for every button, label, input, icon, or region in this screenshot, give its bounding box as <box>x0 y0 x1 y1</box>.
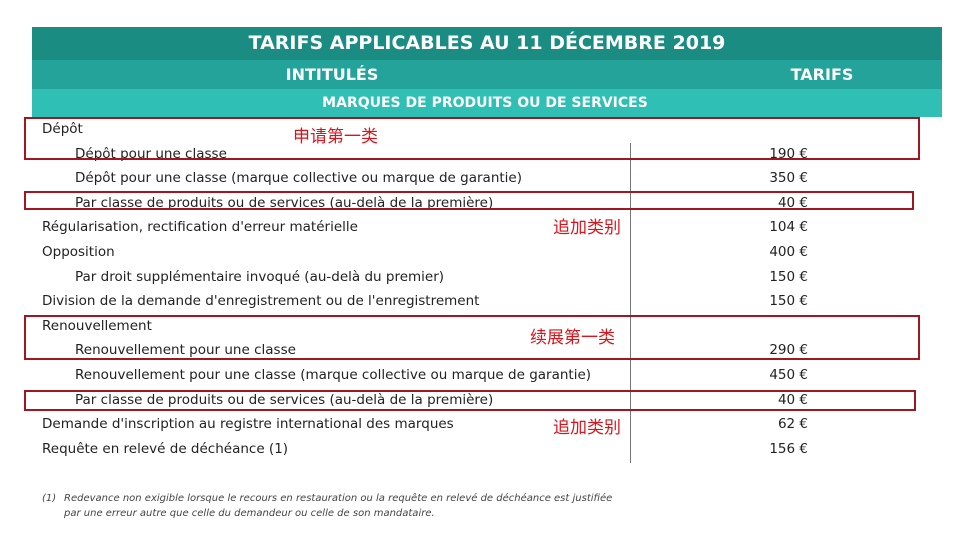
table-row: Opposition 400 € <box>42 240 812 264</box>
highlight-box-renewal <box>24 315 920 360</box>
row-label: Par classe de produits ou de services (a… <box>75 194 494 211</box>
row-tarif: 450 € <box>769 367 808 383</box>
row-tarif: 400 € <box>769 244 808 260</box>
table-row: Par classe de produits ou de services (a… <box>42 191 812 215</box>
row-label: Dépôt <box>42 121 83 137</box>
row-label: Requête en relevé de déchéance (1) <box>42 440 289 457</box>
row-tarif: 104 € <box>769 219 808 236</box>
row-label: Régularisation, rectification d'erreur m… <box>42 219 358 236</box>
annotation-first-class-renewal: 续展第一类 <box>530 328 615 348</box>
column-header-tarifs: TARIFS <box>790 65 854 84</box>
table-row: Régularisation, rectification d'erreur m… <box>42 215 812 239</box>
row-tarif: 350 € <box>769 170 808 187</box>
highlight-box-renewal-extra-class <box>24 390 916 411</box>
row-tarif: 150 € <box>769 268 808 285</box>
column-divider <box>630 143 631 463</box>
footnote-text: Redevance non exigible lorsque le recour… <box>64 493 613 519</box>
row-tarif: 156 € <box>769 440 808 457</box>
annotation-extra-class-renewal: 追加类别 <box>553 418 621 438</box>
row-label: Par classe de produits ou de services (a… <box>75 391 494 408</box>
annotation-extra-class: 追加类别 <box>553 218 621 238</box>
row-label: Opposition <box>42 244 115 260</box>
row-tarif: 40 € <box>777 391 808 408</box>
row-label: Dépôt pour une classe (marque collective… <box>75 170 522 187</box>
table-title: TARIFS APPLICABLES AU 11 DÉCEMBRE 2019 <box>32 27 942 60</box>
row-tarif: 290 € <box>769 342 808 359</box>
table-row: Renouvellement pour une classe (marque c… <box>42 363 812 387</box>
table-row: Renouvellement pour une classe 290 € <box>42 338 812 362</box>
column-header-row: INTITULÉS TARIFS <box>32 60 942 89</box>
footnote-mark: (1) <box>42 493 57 504</box>
row-label: Division de la demande d'enregistrement … <box>42 293 480 310</box>
annotation-first-class-filing: 申请第一类 <box>293 127 378 147</box>
table-row: Requête en relevé de déchéance (1) 156 € <box>42 437 812 461</box>
row-label: Dépôt pour une classe <box>75 145 227 162</box>
row-tarif: 190 € <box>769 145 808 162</box>
column-header-intitules: INTITULÉS <box>285 65 379 84</box>
table-row: Par classe de produits ou de services (a… <box>42 388 812 412</box>
table-row: Par droit supplémentaire invoqué (au-del… <box>42 265 812 289</box>
row-tarif: 150 € <box>769 293 808 310</box>
section-title: MARQUES DE PRODUITS OU DE SERVICES <box>322 95 648 111</box>
table-row: Demande d'inscription au registre intern… <box>42 412 812 436</box>
table-row: Dépôt <box>42 117 812 141</box>
table-row: Dépôt pour une classe 190 € <box>42 142 812 166</box>
row-tarif: 62 € <box>777 416 808 433</box>
table-row: Division de la demande d'enregistrement … <box>42 289 812 313</box>
row-label: Demande d'inscription au registre intern… <box>42 416 454 433</box>
highlight-box-depot <box>24 117 920 160</box>
row-label: Renouvellement pour une classe (marque c… <box>75 367 592 383</box>
row-tarif: 40 € <box>777 194 808 211</box>
row-label: Renouvellement <box>42 317 152 334</box>
highlight-box-extra-class <box>24 191 914 210</box>
section-header: MARQUES DE PRODUITS OU DE SERVICES <box>32 89 942 117</box>
table-row: Dépôt pour une classe (marque collective… <box>42 166 812 190</box>
row-label: Par droit supplémentaire invoqué (au-del… <box>75 268 445 285</box>
table-row: Renouvellement <box>42 314 812 338</box>
row-label: Renouvellement pour une classe <box>75 342 296 359</box>
